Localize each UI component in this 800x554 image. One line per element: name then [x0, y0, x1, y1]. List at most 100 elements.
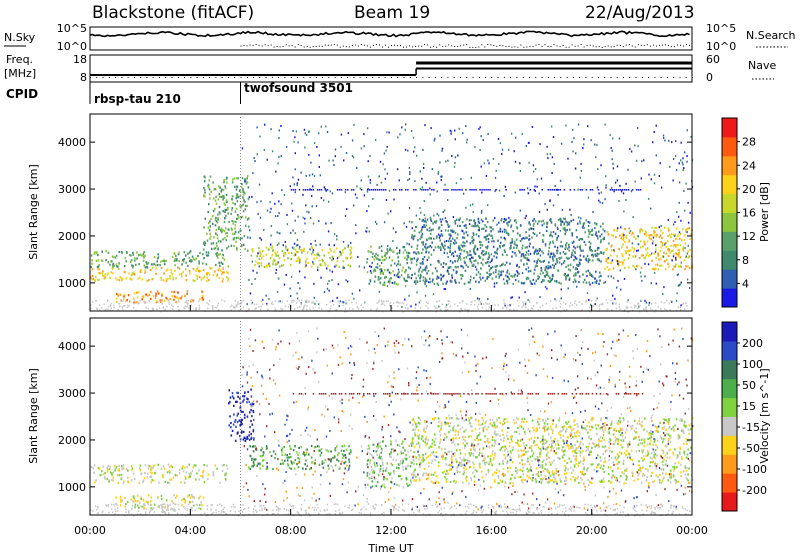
- data-cell: [556, 238, 558, 241]
- ground-scatter-cell: [532, 307, 534, 310]
- data-cell: [463, 257, 465, 260]
- noise-cell: [659, 162, 661, 165]
- nave-point: [196, 77, 198, 78]
- data-cell: [157, 463, 159, 466]
- data-cell: [589, 231, 591, 234]
- noise-cell: [611, 259, 614, 262]
- noise-cell: [480, 135, 482, 138]
- data-cell: [627, 257, 630, 260]
- data-cell: [284, 251, 287, 255]
- ground-scatter-cell: [435, 310, 437, 313]
- noise-cell: [337, 283, 340, 286]
- data-cell: [328, 467, 330, 470]
- data-cell: [138, 506, 140, 509]
- data-cell: [199, 276, 201, 279]
- noise-cell: [595, 156, 597, 159]
- data-cell: [481, 252, 483, 255]
- data-cell: [367, 458, 369, 462]
- data-cell: [216, 275, 218, 278]
- data-cell: [97, 259, 100, 262]
- ground-scatter-cell: [576, 304, 578, 306]
- data-cell: [484, 279, 487, 282]
- noise-cell: [358, 265, 360, 268]
- search-noise-point: [595, 46, 597, 48]
- data-cell: [571, 241, 574, 244]
- ground-scatter-cell: [240, 304, 242, 307]
- noise-cell: [315, 205, 318, 207]
- ground-scatter-cell: [282, 308, 284, 310]
- data-cell: [271, 254, 273, 257]
- noise-cell: [258, 265, 260, 268]
- ground-scatter-cell: [528, 299, 531, 302]
- data-cell: [684, 242, 686, 245]
- noise-cell: [462, 192, 465, 195]
- data-cell: [661, 242, 664, 245]
- data-cell: [585, 270, 587, 273]
- ground-scatter-cell: [447, 308, 449, 311]
- noise-cell: [467, 254, 469, 257]
- data-cell: [644, 230, 647, 233]
- data-cell: [430, 473, 433, 476]
- data-cell: [640, 481, 643, 484]
- data-cell: [657, 475, 659, 478]
- data-cell: [643, 428, 645, 431]
- data-cell: [432, 222, 434, 225]
- ground-scatter-cell: [684, 308, 686, 311]
- nave-point: [616, 77, 618, 78]
- data-cell: [123, 297, 125, 300]
- data-cell: [420, 275, 422, 278]
- data-cell: [319, 263, 322, 267]
- data-cell: [367, 483, 369, 486]
- data-cell: [530, 465, 532, 469]
- data-cell: [605, 260, 607, 263]
- data-cell: [459, 224, 461, 227]
- noise-cell: [419, 170, 421, 173]
- search-noise-point: [622, 46, 624, 48]
- echo-line-cell: [609, 189, 612, 191]
- data-cell: [240, 186, 243, 189]
- data-cell: [117, 265, 119, 268]
- noise-cell: [408, 206, 411, 209]
- data-cell: [568, 257, 570, 260]
- data-cell: [371, 485, 374, 488]
- data-cell: [645, 231, 647, 234]
- data-cell: [440, 242, 443, 245]
- ground-scatter-cell: [599, 308, 601, 310]
- noise-cell: [614, 181, 617, 184]
- search-noise-point: [297, 44, 299, 46]
- data-cell: [289, 447, 292, 450]
- data-cell: [451, 274, 453, 277]
- data-cell: [582, 463, 585, 466]
- data-cell: [578, 449, 581, 452]
- data-cell: [683, 424, 685, 427]
- ground-scatter-cell: [467, 310, 469, 313]
- data-cell: [246, 175, 249, 178]
- data-cell: [528, 476, 530, 479]
- data-cell: [373, 270, 375, 273]
- noise-cell: [510, 246, 512, 249]
- data-cell: [559, 252, 562, 255]
- data-cell: [404, 449, 406, 452]
- data-cell: [104, 471, 106, 474]
- data-cell: [230, 227, 233, 230]
- data-cell: [686, 443, 688, 446]
- data-cell: [261, 447, 264, 450]
- noise-cell: [478, 229, 481, 232]
- ground-scatter-cell: [378, 301, 380, 303]
- data-cell: [141, 295, 144, 298]
- ground-scatter-cell: [260, 308, 262, 311]
- ground-scatter-cell: [184, 305, 186, 308]
- data-cell: [458, 448, 461, 452]
- data-cell: [146, 279, 148, 283]
- data-cell: [290, 251, 293, 254]
- data-cell: [475, 259, 477, 262]
- data-cell: [499, 264, 502, 268]
- data-cell: [519, 224, 522, 227]
- data-cell: [641, 466, 644, 469]
- search-noise-point: [586, 45, 588, 47]
- search-noise-point: [351, 45, 353, 47]
- ground-scatter-cell: [376, 308, 378, 310]
- noise-cell: [680, 159, 682, 162]
- data-cell: [282, 264, 285, 267]
- ground-scatter-cell: [578, 301, 581, 303]
